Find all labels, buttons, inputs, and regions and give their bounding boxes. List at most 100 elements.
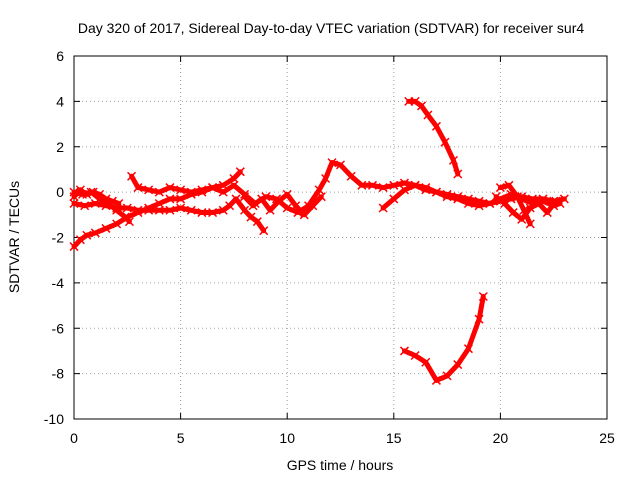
series-6-point: [442, 192, 452, 202]
series-4-point: [133, 183, 143, 193]
series-7-point: [500, 198, 510, 208]
series-10-point: [474, 314, 484, 324]
series-4-point: [335, 160, 346, 170]
series-5-point: [265, 205, 275, 215]
series-4-point: [176, 185, 186, 195]
series-3-point: [95, 189, 105, 199]
series-4-point: [197, 185, 207, 195]
series-10-point: [478, 291, 488, 302]
series-1-point: [165, 205, 175, 215]
series-2-point: [124, 217, 134, 227]
series-8-point: [519, 205, 529, 215]
series-6-point: [378, 203, 388, 213]
y-tick-label: 2: [56, 139, 64, 155]
series-7-point: [551, 196, 561, 206]
series-9-point: [410, 96, 420, 106]
series-10-point: [421, 357, 431, 367]
series-10-trace: [402, 294, 486, 383]
series-3-point: [101, 194, 111, 204]
series-4-point: [389, 180, 399, 190]
series-5-point: [308, 201, 318, 211]
series-8-point: [495, 183, 505, 193]
series-9-point: [453, 169, 463, 179]
series-10-point: [410, 350, 420, 361]
series-6-point: [453, 194, 463, 204]
series-6-point: [399, 185, 409, 195]
series-0-point: [101, 223, 111, 233]
series-10-point: [453, 360, 463, 370]
series-4-point: [165, 183, 175, 193]
series-6-point: [463, 198, 473, 208]
x-tick-label: 20: [493, 430, 509, 446]
series-10-point: [431, 375, 441, 385]
series-3-point: [114, 198, 124, 208]
y-axis-label: SDTVAR / TECUs: [6, 181, 22, 293]
series-6-point: [421, 185, 431, 195]
series-8-point: [504, 180, 514, 190]
series-0-point: [75, 235, 85, 245]
series-4-point: [127, 171, 137, 181]
series-5-point: [282, 189, 292, 199]
series-1-point: [154, 205, 164, 215]
series-4-point: [314, 185, 324, 195]
series-3-point: [75, 185, 85, 195]
series-4-point: [346, 171, 356, 181]
series-6-point: [410, 180, 420, 190]
series-5-point: [248, 201, 258, 211]
series-3-point: [88, 187, 98, 197]
series-4-point: [186, 187, 196, 197]
series-9-point: [431, 121, 441, 131]
series-4-point: [208, 183, 218, 193]
series-1-point: [186, 205, 196, 215]
series-5-point: [274, 196, 284, 206]
series-2-point: [112, 205, 122, 215]
series-4-point: [357, 180, 367, 190]
series-1-point: [80, 201, 90, 211]
plot-frame: [73, 55, 608, 420]
series-5-point: [240, 192, 250, 202]
series-4-point: [378, 183, 388, 193]
grid: [74, 56, 607, 419]
series-1-point: [176, 203, 186, 213]
series-9-point: [423, 110, 433, 120]
series-10-point: [399, 346, 409, 356]
y-tick-label: 4: [56, 93, 64, 109]
series-0-point: [165, 194, 175, 204]
y-tick-label: 6: [56, 48, 64, 64]
series-10-point: [463, 344, 473, 354]
series-0-point: [176, 194, 186, 204]
series-1-point: [122, 203, 132, 213]
series-1-point: [231, 194, 241, 204]
series-1-point: [218, 205, 228, 215]
series-0-point: [235, 167, 245, 177]
series-10-point: [442, 371, 452, 381]
series-1-point: [252, 217, 262, 227]
series-6-point: [474, 201, 484, 211]
series-5-point: [316, 192, 326, 202]
y-tick-label: -2: [52, 230, 65, 246]
series-6-point: [431, 187, 441, 197]
series-1-point: [197, 208, 207, 218]
series-1-point: [133, 205, 143, 215]
series-4-point: [282, 203, 292, 213]
y-tick-label: -10: [44, 411, 64, 427]
series-1-point: [69, 198, 79, 208]
series-5-point: [291, 201, 301, 211]
series-1-point: [208, 208, 218, 218]
series-4-point: [327, 158, 337, 168]
series-9-point: [448, 155, 459, 165]
series-0-point: [154, 198, 164, 208]
series-4-point: [321, 173, 331, 184]
x-tick-label: 25: [599, 430, 615, 446]
y-tick-label: -8: [52, 366, 65, 382]
chart-title: Day 320 of 2017, Sidereal Day-to-day VTE…: [78, 20, 584, 36]
series-3-point: [107, 196, 117, 206]
x-tick-label: 15: [386, 430, 402, 446]
series-6-point: [389, 194, 399, 204]
series-7-point: [491, 192, 501, 202]
series-7-point: [525, 203, 535, 213]
series-0-point: [82, 230, 92, 240]
series-7-point: [534, 198, 544, 208]
x-axis-label: GPS time / hours: [287, 457, 394, 473]
